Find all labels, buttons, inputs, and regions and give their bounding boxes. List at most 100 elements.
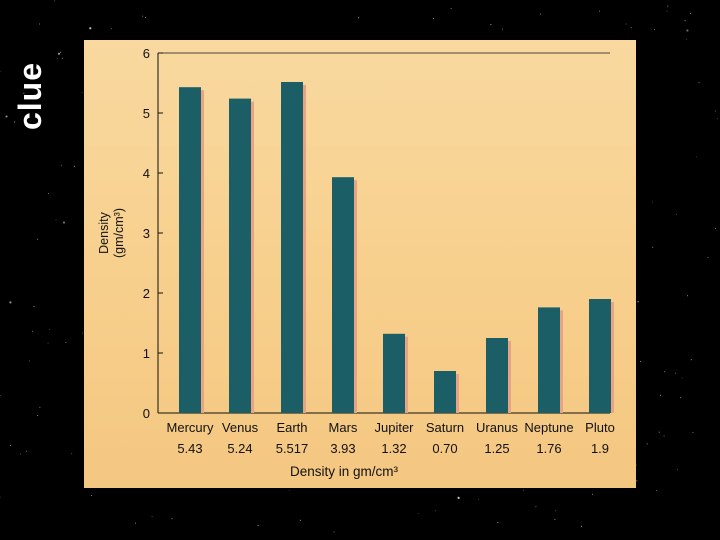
star-dot [5,115,8,118]
star-dot [638,301,640,303]
bar-value-label: 5.43 [177,441,202,456]
star-dot [142,15,144,17]
star-dot [652,201,654,203]
star-dot [26,450,28,452]
star-dot [599,10,601,12]
star-dot [54,0,56,2]
star-dot [637,301,639,303]
star-dot [554,519,556,520]
star-dot [435,510,437,512]
star-dot [57,52,61,55]
star-dot [581,525,582,527]
star-dot [477,498,479,500]
star-dot [81,92,83,94]
x-category-label: Neptune [524,420,573,435]
star-dot [640,360,642,362]
star-dot [535,506,537,508]
star-dot [111,28,112,30]
star-dot [490,24,492,26]
star-dot [659,394,661,396]
star-dot [715,227,717,229]
slide-title: clue [12,61,48,130]
star-dot [523,489,524,491]
bar-mars [332,177,354,413]
star-dot [658,431,660,433]
star-dot [9,445,11,446]
bar-pluto [589,299,611,413]
star-dot [687,295,689,297]
star-dot [55,219,57,221]
y-axis-label: Density(gm/cm³) [97,208,126,258]
star-dot [60,164,62,166]
bar-value-label: 5.517 [276,441,309,456]
bar-saturn [434,371,456,413]
star-dot [675,372,677,374]
star-dot [57,57,59,59]
star-dot [39,23,41,25]
chart-figure: 0 1 2 3 4 5 6 Density(gm/cm³) Mercury 5.43 Venus 5.… [84,40,636,488]
bar-value-label: 3.93 [330,441,355,456]
star-dot [62,221,66,224]
star-dot [689,13,691,15]
star-dot [681,377,683,379]
star-dot [686,38,688,40]
star-dot [33,306,35,307]
star-dot [676,213,677,215]
star-dot [592,493,593,495]
star-dot [39,406,41,408]
star-dot [135,522,136,524]
x-category-label: Mars [329,420,358,435]
bar-earth [281,81,303,414]
star-dot [433,17,434,19]
star-dot [698,82,700,84]
x-category-label: Pluto [585,420,615,435]
star-dot [73,165,75,167]
star-dot [14,121,16,123]
star-dot [667,5,669,7]
star-dot [707,256,709,258]
x-category-label: Jupiter [374,420,414,435]
star-dot [257,525,259,526]
star-dot [554,510,556,512]
star-dot [171,518,173,520]
star-dot [684,20,686,22]
star-dot [692,432,694,433]
density-bar-chart: 0 1 2 3 4 5 6 Density(gm/cm³) Mercury 5.43 Venus 5.… [97,46,615,479]
bar-value-label: 5.24 [227,441,252,456]
star-dot [540,13,542,15]
bar-venus [229,98,251,413]
bar-value-label: 1.76 [536,441,561,456]
y-tick-label: 6 [143,46,150,61]
star-dot [28,360,30,362]
star-dot [89,27,92,30]
star-dot [654,29,655,31]
star-dot [47,193,49,195]
star-dot [9,301,12,304]
star-dot [630,27,632,29]
bar-value-label: 1.9 [591,441,609,456]
star-dot [716,118,718,120]
x-category-label: Earth [276,420,307,435]
y-tick-label: 2 [143,286,150,301]
star-dot [0,496,1,498]
star-dot [144,17,146,18]
star-dot [333,531,335,533]
star-dot [652,246,654,248]
star-dot [49,329,51,330]
star-dot [636,480,638,482]
y-tick-label: 3 [143,226,150,241]
y-tick-label: 1 [143,346,150,361]
star-dot [19,453,21,455]
bar-value-label: 0.70 [432,441,457,456]
bar-mercury [179,87,201,413]
star-dot [714,110,716,112]
star-dot [0,395,1,396]
bar-uranus [486,338,508,413]
star-dot [646,443,648,445]
x-category-label: Venus [222,420,259,435]
star-dot [457,496,460,499]
star-dot [686,29,689,32]
star-dot [32,330,34,332]
star-dot [679,397,681,399]
star-dot [502,28,504,30]
